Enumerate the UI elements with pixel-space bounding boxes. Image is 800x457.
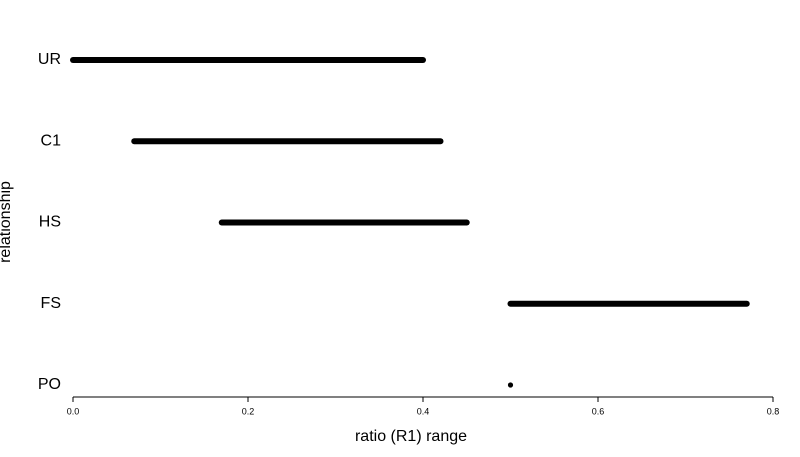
x-tick-label: 0.6: [592, 406, 605, 416]
x-tick-label: 0.0: [67, 406, 80, 416]
range-point: [507, 382, 514, 388]
x-tick-label: 0.4: [417, 406, 430, 416]
x-tick-label: 0.2: [242, 406, 255, 416]
y-axis-label: relationship: [0, 181, 14, 263]
x-tick-label: 0.8: [767, 406, 780, 416]
y-tick-label: FS: [41, 295, 61, 312]
y-tick-label: UR: [38, 51, 61, 68]
y-tick-label: HS: [39, 214, 61, 231]
y-tick-label: PO: [38, 376, 61, 393]
y-tick-label: C1: [41, 132, 62, 149]
x-axis-label: ratio (R1) range: [355, 428, 467, 445]
